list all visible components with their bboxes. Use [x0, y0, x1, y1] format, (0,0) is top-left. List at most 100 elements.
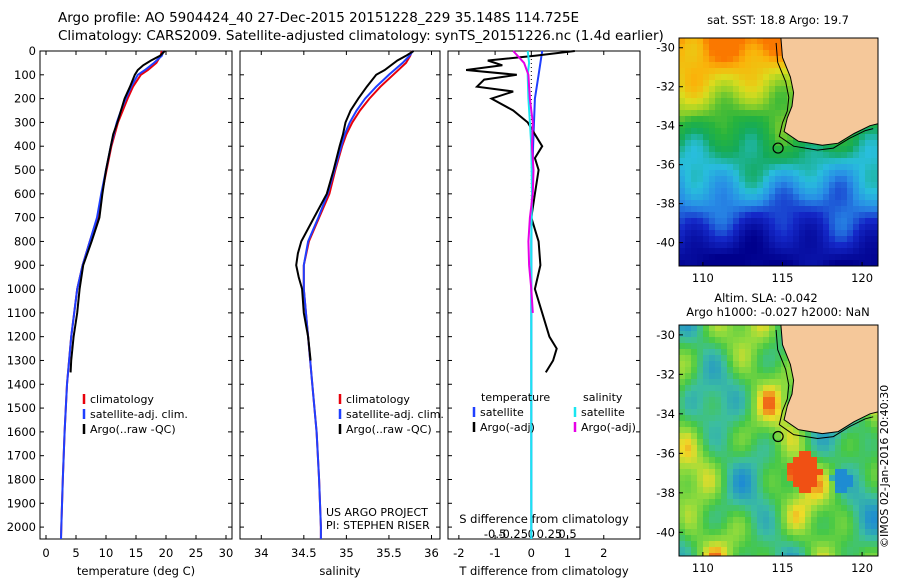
map-cell: [697, 62, 703, 68]
map-cell: [775, 499, 781, 505]
map-cell: [871, 517, 877, 523]
map-cell: [721, 361, 727, 367]
map-cell: [679, 481, 685, 487]
map-cell: [811, 182, 817, 188]
map-cell: [751, 224, 757, 230]
map-cell: [811, 433, 817, 439]
map-cell: [793, 517, 799, 523]
map-cell: [679, 200, 685, 206]
map-cell: [769, 260, 775, 266]
salinity-axis-label: salinity: [319, 564, 360, 578]
map-cell: [811, 505, 817, 511]
map-cell: [805, 445, 811, 451]
map-cell: [715, 170, 721, 176]
map-cell: [793, 182, 799, 188]
map-cell: [703, 499, 709, 505]
map-cell: [733, 224, 739, 230]
map-cell: [805, 236, 811, 242]
map-cell: [679, 98, 685, 104]
map-cell: [727, 104, 733, 110]
map-cell: [841, 152, 847, 158]
map-cell: [721, 553, 727, 556]
map-cell: [703, 385, 709, 391]
map-cell: [817, 248, 823, 254]
map-cell: [757, 355, 763, 361]
map-cell: [865, 242, 871, 248]
map-cell: [733, 92, 739, 98]
map-cell: [739, 152, 745, 158]
map-cell: [805, 218, 811, 224]
map-cell: [685, 260, 691, 266]
map-cell: [871, 152, 877, 158]
map-cell: [835, 224, 841, 230]
map-cell: [715, 68, 721, 74]
map-cell: [727, 481, 733, 487]
map-cell: [787, 475, 793, 481]
map-cell: [781, 188, 787, 194]
map-cell: [799, 457, 805, 463]
map-cell: [715, 421, 721, 427]
map-cell: [775, 361, 781, 367]
map-cell: [709, 230, 715, 236]
map-cell: [715, 409, 721, 415]
map-cell: [691, 421, 697, 427]
map-cell: [703, 331, 709, 337]
map-cell: [721, 176, 727, 182]
map-cell: [805, 206, 811, 212]
map-cell: [865, 194, 871, 200]
map-cell: [685, 86, 691, 92]
map-cell: [829, 511, 835, 517]
map-cell: [775, 385, 781, 391]
map-cell: [781, 385, 787, 391]
map-cell: [787, 487, 793, 493]
map-cell: [679, 116, 685, 122]
map-cell: [721, 44, 727, 50]
map-cell: [727, 110, 733, 116]
map-cell: [829, 529, 835, 535]
map-cell: [739, 194, 745, 200]
map-cell: [757, 218, 763, 224]
map-cell: [763, 409, 769, 415]
map-cell: [871, 475, 877, 481]
map-cell: [745, 553, 751, 556]
map-cell: [721, 505, 727, 511]
map-cell: [691, 505, 697, 511]
map-cell: [769, 373, 775, 379]
map-cell: [847, 182, 853, 188]
map-cell: [847, 451, 853, 457]
map-cell: [751, 475, 757, 481]
map-cell: [703, 248, 709, 254]
map-cell: [865, 451, 871, 457]
map-cell: [757, 493, 763, 499]
map-cell: [817, 194, 823, 200]
depth-tick-label: 900: [14, 258, 36, 272]
map-cell: [775, 433, 781, 439]
map-cell: [697, 242, 703, 248]
map-cell: [769, 218, 775, 224]
map-cell: [781, 391, 787, 397]
map-cell: [853, 451, 859, 457]
map-cell: [685, 122, 691, 128]
map-cell: [715, 98, 721, 104]
map-cell: [817, 439, 823, 445]
map-cell: [697, 337, 703, 343]
map-cell: [703, 122, 709, 128]
map-cell: [691, 517, 697, 523]
land-australia: [780, 324, 879, 435]
map-cell: [733, 212, 739, 218]
map-cell: [709, 349, 715, 355]
map-cell: [835, 511, 841, 517]
map-cell: [799, 170, 805, 176]
map-cell: [685, 134, 691, 140]
map-cell: [757, 134, 763, 140]
map-cell: [739, 98, 745, 104]
map-cell: [799, 439, 805, 445]
map-cell: [721, 475, 727, 481]
map-cell: [787, 481, 793, 487]
map-cell: [805, 170, 811, 176]
map-cell: [763, 427, 769, 433]
map-cell: [853, 170, 859, 176]
map-cell: [835, 182, 841, 188]
map-cell: [865, 140, 871, 146]
map-cell: [709, 74, 715, 80]
